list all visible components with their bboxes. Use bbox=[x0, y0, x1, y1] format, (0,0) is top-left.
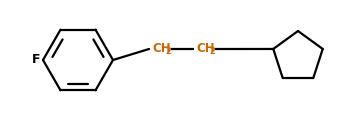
Text: 2: 2 bbox=[165, 47, 171, 56]
Text: 2: 2 bbox=[209, 47, 215, 56]
Text: CH: CH bbox=[152, 42, 170, 56]
Text: F: F bbox=[31, 53, 40, 67]
Text: CH: CH bbox=[196, 42, 215, 56]
